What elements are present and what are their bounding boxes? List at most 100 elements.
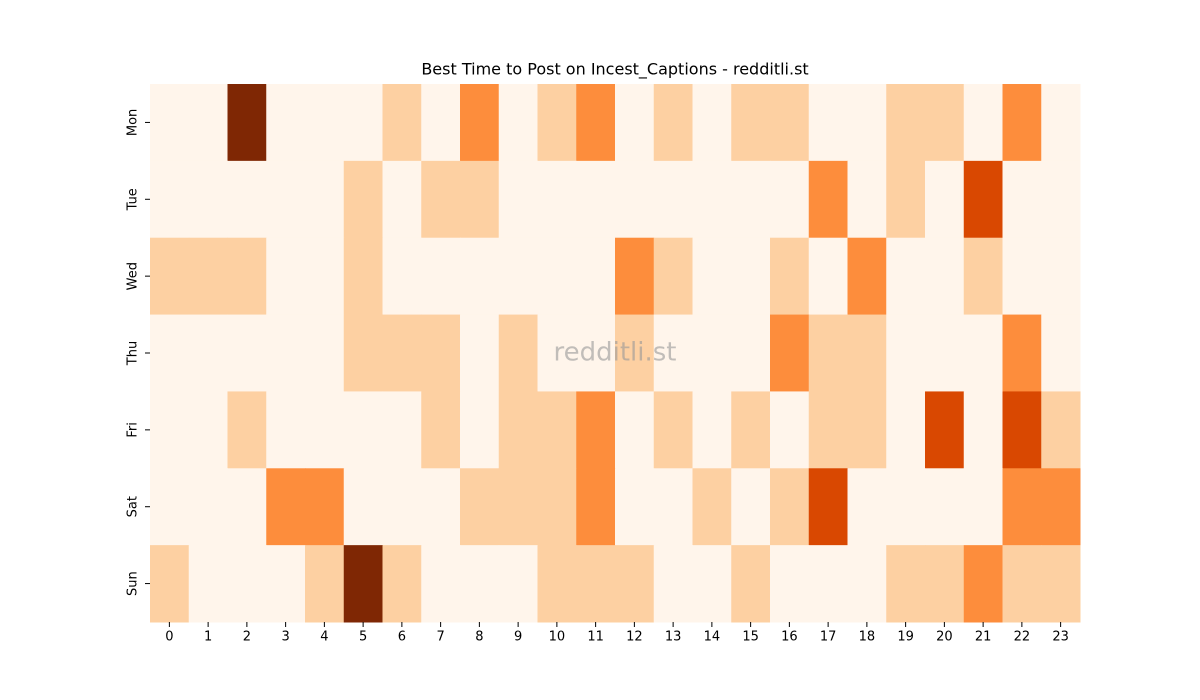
heat-cell — [808, 160, 848, 239]
heat-cell — [305, 314, 345, 392]
heat-cell — [615, 84, 655, 162]
heat-cell — [963, 314, 1003, 392]
heat-cell — [963, 160, 1003, 239]
heat-cell — [925, 84, 965, 162]
heat-cell — [963, 545, 1003, 623]
heat-cell — [1041, 160, 1081, 239]
x-tick-label: 6 — [398, 630, 406, 645]
heat-cell — [498, 237, 538, 316]
heat-cell — [460, 84, 500, 162]
heat-cell — [498, 391, 538, 469]
x-tick-label: 4 — [320, 630, 328, 645]
heat-cell — [963, 237, 1003, 316]
y-tick-label: Tue — [126, 188, 141, 211]
heat-cell — [305, 84, 345, 162]
x-tick-label: 1 — [204, 630, 212, 645]
heat-cell — [150, 160, 190, 239]
heat-cell — [615, 160, 655, 239]
y-tick-label: Sat — [126, 496, 141, 517]
heat-cell — [460, 545, 500, 623]
heat-cell — [1002, 468, 1042, 546]
heat-cell — [537, 468, 577, 546]
heat-cell — [343, 160, 383, 239]
heat-cell — [692, 237, 732, 316]
heat-cell — [188, 545, 228, 623]
heat-cell — [692, 160, 732, 239]
heat-cell — [421, 468, 461, 546]
x-tick-label: 5 — [359, 630, 367, 645]
heat-cell — [537, 237, 577, 316]
heat-cell — [576, 160, 616, 239]
heat-cell — [770, 314, 810, 392]
heat-cell — [770, 237, 810, 316]
heat-cell — [150, 468, 190, 546]
heat-cell — [731, 545, 771, 623]
heat-cell — [808, 545, 848, 623]
heat-cell — [188, 468, 228, 546]
x-tick-label: 12 — [626, 630, 643, 645]
heat-cell — [498, 84, 538, 162]
heat-cell — [343, 391, 383, 469]
heat-cell — [886, 160, 926, 239]
heat-cell — [1041, 84, 1081, 162]
heat-cell — [615, 468, 655, 546]
watermark: redditli.st — [554, 338, 677, 368]
heat-cell — [266, 545, 306, 623]
heat-cell — [343, 468, 383, 546]
heat-cell — [382, 391, 422, 469]
heat-cell — [460, 391, 500, 469]
heat-cell — [847, 84, 887, 162]
heat-cell — [963, 391, 1003, 469]
x-tick-label: 0 — [165, 630, 173, 645]
heat-cell — [653, 391, 693, 469]
heat-cell — [460, 314, 500, 392]
heat-cell — [188, 314, 228, 392]
heat-cell — [731, 237, 771, 316]
x-tick-label: 22 — [1014, 630, 1031, 645]
heat-cell — [653, 160, 693, 239]
y-tick-label: Thu — [126, 341, 141, 366]
heat-cell — [1041, 237, 1081, 316]
y-tick-label: Sun — [126, 571, 141, 596]
heat-cell — [770, 391, 810, 469]
heat-cell — [266, 237, 306, 316]
heat-cell — [770, 160, 810, 239]
heat-cell — [498, 160, 538, 239]
heat-cell — [847, 314, 887, 392]
heat-cell — [886, 391, 926, 469]
x-tick-label: 10 — [549, 630, 566, 645]
heat-cell — [692, 84, 732, 162]
heat-cell — [886, 468, 926, 546]
heat-cell — [421, 391, 461, 469]
x-tick-label: 3 — [281, 630, 289, 645]
heat-cell — [615, 391, 655, 469]
x-tick-label: 17 — [820, 630, 837, 645]
heat-cell — [886, 545, 926, 623]
heat-cell — [227, 237, 267, 316]
heat-cell — [188, 237, 228, 316]
heat-cell — [692, 468, 732, 546]
heat-cell — [150, 237, 190, 316]
heat-cell — [808, 468, 848, 546]
heat-cell — [421, 160, 461, 239]
heat-cell — [576, 545, 616, 623]
heat-cell — [576, 314, 616, 392]
heat-cell — [653, 237, 693, 316]
heat-cell — [188, 160, 228, 239]
heat-cell — [460, 237, 500, 316]
x-tick-label: 13 — [665, 630, 682, 645]
heat-cell — [305, 468, 345, 546]
x-tick-label: 21 — [975, 630, 992, 645]
heat-cell — [537, 160, 577, 239]
heat-cell — [305, 391, 345, 469]
heat-cell — [382, 84, 422, 162]
heat-cell — [847, 237, 887, 316]
heat-cell — [653, 314, 693, 392]
heat-cell — [653, 545, 693, 623]
heat-cell — [227, 160, 267, 239]
heat-cell — [498, 468, 538, 546]
heat-cell — [1002, 314, 1042, 392]
heat-cell — [1041, 545, 1081, 623]
heat-cell — [692, 391, 732, 469]
